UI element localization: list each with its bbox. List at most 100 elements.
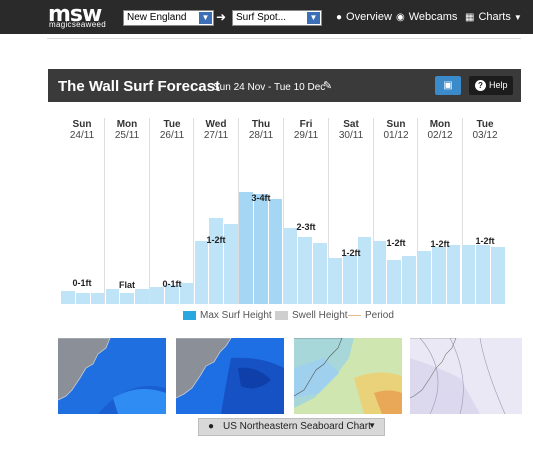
surf-bar	[179, 283, 194, 304]
surf-bar	[431, 247, 446, 304]
surf-bar	[298, 237, 313, 304]
surf-bar	[283, 228, 298, 304]
day-header[interactable]: Thu 28/11	[241, 119, 281, 141]
day-header[interactable]: Sun 01/12	[376, 119, 416, 141]
surf-bar	[61, 291, 75, 304]
wave-map-image	[176, 338, 284, 414]
day-header[interactable]: Tue 03/12	[465, 119, 505, 141]
day-header[interactable]: Mon 02/12	[420, 119, 460, 141]
chevron-down-icon: ▼	[368, 421, 376, 430]
help-button[interactable]: ? Help	[469, 76, 513, 95]
wind-map-image	[294, 338, 402, 414]
nav-webcams-label: Webcams	[408, 11, 458, 23]
day-header[interactable]: Tue 26/11	[152, 119, 192, 141]
day-divider	[417, 118, 418, 304]
forecast-header: The Wall Surf Forecast Sun 24 Nov - Tue …	[48, 69, 521, 102]
chevron-down-icon: ▼	[307, 12, 320, 24]
surf-height-label: 0-1ft	[162, 279, 182, 289]
day-date: 25/11	[114, 130, 140, 141]
surf-bar	[342, 255, 357, 304]
map-pin-icon: ●	[208, 421, 215, 432]
day-header[interactable]: Sun 24/11	[62, 119, 102, 141]
surf-bar	[239, 192, 253, 304]
date-range: Sun 24 Nov - Tue 10 Dec	[213, 82, 326, 93]
day-name: Tue	[476, 119, 494, 130]
msw-logo[interactable]: msw magicseaweed	[48, 2, 114, 30]
day-date: 27/11	[203, 130, 229, 141]
nav-webcams[interactable]: ◉ Webcams	[396, 11, 457, 23]
legend-max-surf: Max Surf Height	[183, 310, 272, 321]
surf-bar	[135, 289, 149, 304]
surf-bar	[75, 293, 90, 304]
legend-swatch	[275, 310, 288, 320]
surf-bar	[372, 241, 387, 304]
nav-overview[interactable]: ● Overview	[336, 11, 392, 23]
day-name: Fri	[299, 119, 313, 130]
legend-swell: Swell Height	[275, 310, 348, 321]
chart-type-select[interactable]: ● US Northeastern Seaboard Chart ▼	[198, 418, 385, 436]
surf-bar	[357, 237, 372, 304]
chevron-down-icon: ▼	[199, 12, 212, 24]
surf-bar	[446, 245, 461, 304]
day-divider	[193, 118, 194, 304]
day-divider	[373, 118, 374, 304]
help-label: Help	[489, 80, 508, 90]
surf-bar	[387, 260, 402, 304]
day-header[interactable]: Wed 27/11	[196, 119, 236, 141]
legend-max-label: Max Surf Height	[200, 310, 272, 321]
print-button[interactable]: ▣	[435, 76, 461, 95]
surf-bar	[268, 199, 283, 304]
edit-dates-icon[interactable]: ✎	[323, 80, 333, 92]
surf-bar	[253, 194, 268, 304]
surf-height-label: 1-2ft	[430, 239, 450, 249]
page-title: The Wall Surf Forecast	[58, 78, 220, 95]
logo-text: msw	[48, 2, 102, 27]
wind-chart-thumbnail[interactable]	[294, 338, 402, 414]
surf-bar	[491, 247, 505, 304]
surf-bar	[402, 256, 416, 304]
surf-bar	[209, 218, 224, 304]
day-date: 29/11	[293, 130, 319, 141]
day-divider	[238, 118, 239, 304]
swell-chart-thumbnail[interactable]	[58, 338, 166, 414]
day-divider	[328, 118, 329, 304]
day-name: Thu	[251, 119, 271, 130]
day-header[interactable]: Sat 30/11	[331, 119, 371, 141]
day-date: 02/12	[427, 130, 453, 141]
surf-bar	[461, 245, 476, 304]
day-date: 01/12	[383, 130, 409, 141]
nav-charts[interactable]: ▦ Charts ▼	[465, 11, 522, 23]
surf-bar	[120, 293, 135, 304]
pressure-map-image	[410, 338, 522, 414]
day-header[interactable]: Fri 29/11	[286, 119, 326, 141]
nav-overview-label: Overview	[346, 11, 392, 23]
spot-select[interactable]: Surf Spot... ▼	[232, 10, 322, 26]
print-icon: ▣	[443, 80, 453, 91]
day-date: 28/11	[248, 130, 274, 141]
day-name: Sun	[386, 119, 406, 130]
day-header[interactable]: Mon 25/11	[107, 119, 147, 141]
surf-bar	[224, 224, 238, 304]
surf-bar	[150, 287, 164, 304]
surf-height-label: 1-2ft	[386, 238, 406, 248]
chevron-down-icon: ▼	[513, 13, 522, 22]
region-select[interactable]: New England ▼	[123, 10, 214, 26]
surf-height-label: 2-3ft	[296, 222, 316, 232]
spot-select-value: Surf Spot...	[236, 12, 287, 23]
map-pin-icon: ●	[336, 12, 343, 23]
surf-bar	[417, 251, 431, 304]
wave-chart-thumbnail[interactable]	[176, 338, 284, 414]
surf-height-label: 1-2ft	[341, 248, 361, 258]
day-name: Wed	[205, 119, 227, 130]
legend-period: Period	[348, 310, 394, 321]
nav-charts-label: Charts	[478, 11, 511, 23]
chart-type-value: US Northeastern Seaboard Chart	[223, 421, 371, 432]
day-date: 24/11	[69, 130, 95, 141]
day-name: Mon	[116, 119, 138, 130]
day-name: Sat	[343, 119, 359, 130]
day-date: 30/11	[338, 130, 364, 141]
surf-bar	[90, 293, 105, 304]
legend-swatch	[348, 314, 361, 316]
pressure-chart-thumbnail[interactable]	[410, 338, 522, 414]
logo-subtext: magicseaweed	[49, 20, 106, 29]
